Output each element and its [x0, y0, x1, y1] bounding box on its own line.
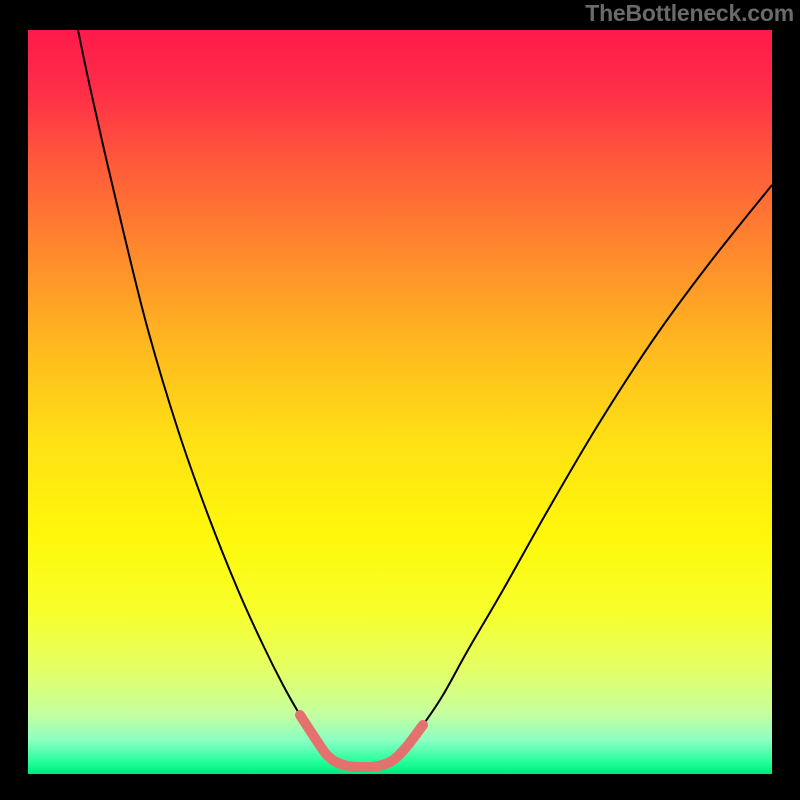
canvas-outer: TheBottleneck.com — [0, 0, 800, 800]
plot-area — [28, 30, 772, 774]
watermark-text: TheBottleneck.com — [585, 0, 794, 27]
plot-svg — [28, 30, 772, 774]
plot-background — [28, 30, 772, 774]
